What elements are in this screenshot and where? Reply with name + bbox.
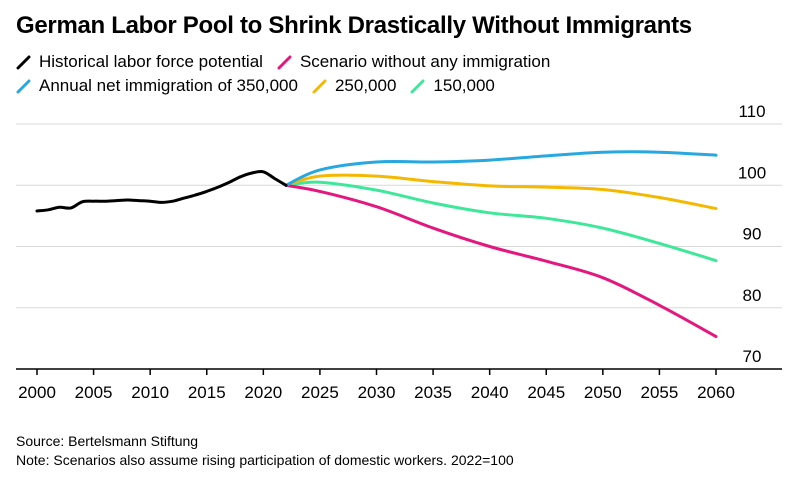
legend-item-350k: Annual net immigration of 350,000 <box>16 76 298 96</box>
legend-swatch-historical <box>16 55 31 70</box>
legend-swatch-no-immigration <box>277 55 292 70</box>
legend-swatch-350k <box>16 79 31 94</box>
x-tick-label-2045: 2045 <box>527 383 565 402</box>
legend-row-1: Historical labor force potential Scenari… <box>16 50 716 74</box>
legend-label-no-immigration: Scenario without any immigration <box>299 52 551 71</box>
x-tick-label-2055: 2055 <box>641 383 679 402</box>
chart-title: German Labor Pool to Shrink Drastically … <box>16 12 692 39</box>
series-line-m150 <box>284 180 718 263</box>
x-tick-label-2000: 2000 <box>18 383 56 402</box>
legend-item-150k: 150,000 <box>410 76 495 96</box>
legend-item-250k: 250,000 <box>312 76 396 96</box>
source-text: Source: Bertelsmann Stiftung <box>16 433 199 449</box>
legend-swatch-150k <box>410 79 425 94</box>
x-tick-label-2030: 2030 <box>358 383 396 402</box>
y-tick-label-70: 70 <box>743 347 762 366</box>
y-tick-label-90: 90 <box>743 225 762 244</box>
x-tick-label-2050: 2050 <box>584 383 622 402</box>
x-tick-label-2015: 2015 <box>188 383 226 402</box>
y-tick-label-100: 100 <box>738 163 766 182</box>
legend-label-150k: 150,000 <box>433 76 495 95</box>
x-tick-label-2060: 2060 <box>697 383 735 402</box>
x-tick-label-2020: 2020 <box>244 383 282 402</box>
legend-label-historical: Historical labor force potential <box>39 52 263 71</box>
legend-label-250k: 250,000 <box>334 76 397 95</box>
note-text: Note: Scenarios also assume rising parti… <box>16 452 514 468</box>
legend: Historical labor force potential Scenari… <box>16 50 716 98</box>
series-line-historical <box>35 169 288 213</box>
y-tick-label-110: 110 <box>738 102 765 121</box>
y-tick-label-80: 80 <box>743 286 762 305</box>
x-tick-label-2035: 2035 <box>414 383 452 402</box>
legend-label-350k: Annual net immigration of 350,000 <box>39 76 298 95</box>
series-line-none <box>284 183 718 338</box>
series-line-m350 <box>284 150 718 187</box>
x-tick-label-2005: 2005 <box>75 383 113 402</box>
legend-item-historical: Historical labor force potential <box>16 52 263 72</box>
x-tick-label-2040: 2040 <box>471 383 509 402</box>
legend-item-no-immigration: Scenario without any immigration <box>277 52 550 72</box>
legend-row-2: Annual net immigration of 350,000 250,00… <box>16 74 716 98</box>
x-tick-label-2025: 2025 <box>301 383 339 402</box>
series-line-m250 <box>284 173 718 210</box>
legend-swatch-250k <box>312 79 327 94</box>
chart-footer: Source: Bertelsmann Stiftung Note: Scena… <box>16 432 514 470</box>
x-tick-label-2010: 2010 <box>131 383 169 402</box>
